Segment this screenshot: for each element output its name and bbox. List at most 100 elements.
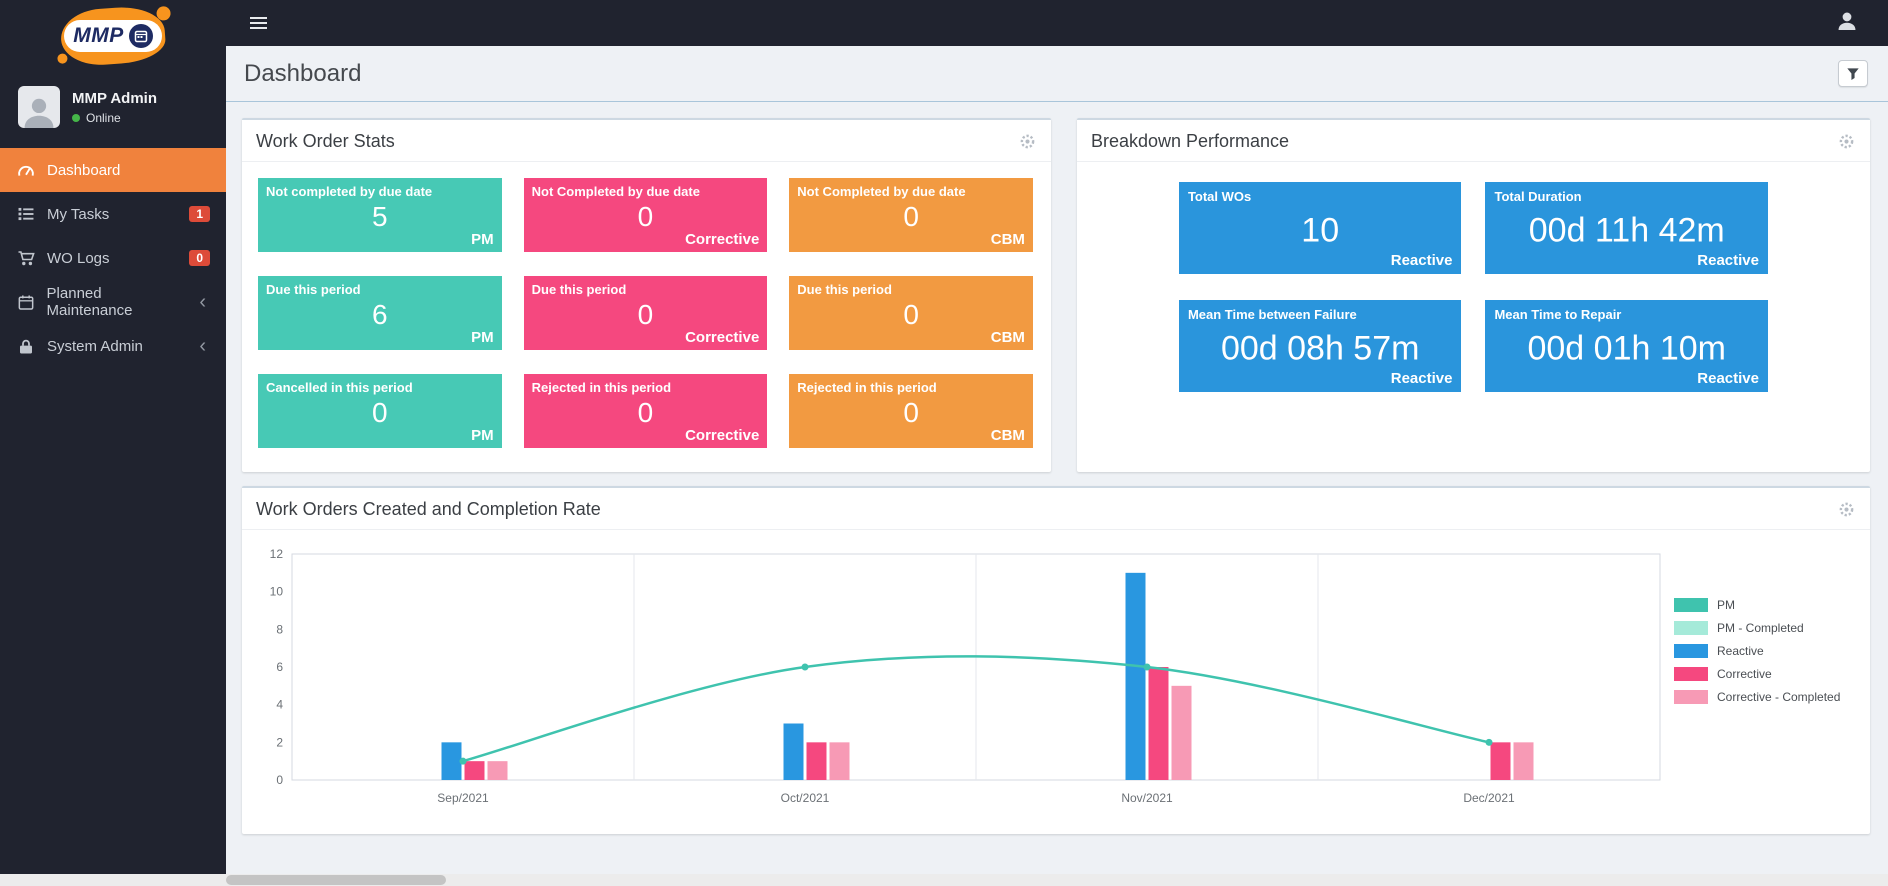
legend-item[interactable]: PM	[1674, 598, 1864, 612]
svg-text:10: 10	[270, 585, 284, 599]
legend-label: Reactive	[1717, 644, 1764, 658]
work-order-stats-panel: Work Order Stats Not completed by due da…	[242, 118, 1051, 472]
stat-box: Cancelled in this period 0 PM	[258, 374, 502, 448]
stat-value: 5	[372, 200, 388, 232]
gear-icon	[1839, 502, 1854, 517]
panel-title: Breakdown Performance	[1090, 131, 1290, 151]
svg-text:Sep/2021: Sep/2021	[437, 791, 489, 805]
sidebar-item-label: WO Logs	[47, 249, 110, 267]
sidebar-item-label: My Tasks	[47, 205, 110, 223]
kpi-label: Total WOs	[1187, 189, 1252, 204]
chevron-left-icon: ‹	[199, 335, 206, 357]
legend-label: Corrective - Completed	[1717, 690, 1841, 704]
stat-tag: Corrective	[685, 427, 760, 444]
scrollbar-thumb[interactable]	[226, 875, 446, 885]
stat-label: Not Completed by due date	[531, 184, 700, 199]
gauge-icon	[16, 163, 36, 178]
hamburger-icon[interactable]	[246, 11, 271, 35]
sidebar-item-my-tasks[interactable]: My Tasks 1	[0, 192, 226, 236]
stat-value: 0	[903, 298, 919, 330]
panel-settings-button[interactable]	[1018, 132, 1037, 151]
app-logo[interactable]: MMP	[0, 0, 226, 72]
svg-text:Nov/2021: Nov/2021	[1121, 791, 1173, 805]
sidebar-item-dashboard[interactable]: Dashboard	[0, 148, 226, 192]
stat-box: Not Completed by due date 0 Corrective	[523, 178, 768, 252]
work-orders-chart-panel: Work Orders Created and Completion Rate …	[242, 486, 1870, 834]
user-menu-button[interactable]	[1828, 6, 1866, 41]
sidebar-item-planned-maintenance[interactable]: Planned Maintenance ‹	[0, 280, 226, 324]
panel-settings-button[interactable]	[1837, 500, 1856, 519]
svg-text:Dec/2021: Dec/2021	[1463, 791, 1515, 805]
page-title: Dashboard	[244, 59, 362, 87]
stat-label: Cancelled in this period	[266, 380, 413, 395]
filter-icon	[1847, 67, 1859, 80]
legend-swatch	[1674, 598, 1708, 612]
chart-legend: PM PM - Completed Reactive Corrective Correc…	[1674, 540, 1864, 826]
page-header: Dashboard	[226, 46, 1888, 102]
kpi-tag: Reactive	[1697, 252, 1759, 269]
stat-box: Due this period 0 CBM	[789, 276, 1033, 350]
legend-item[interactable]: PM - Completed	[1674, 621, 1864, 635]
breakdown-performance-panel: Breakdown Performance Total WOs 10 React…	[1076, 118, 1870, 472]
filter-button[interactable]	[1838, 60, 1868, 87]
kpi-tag: Reactive	[1390, 370, 1453, 387]
chevron-left-icon: ‹	[199, 291, 206, 313]
stat-tag: CBM	[990, 231, 1025, 248]
wo-logs-badge: 0	[189, 250, 210, 266]
legend-item[interactable]: Corrective	[1674, 667, 1864, 681]
sidebar-user-panel: MMP Admin Online	[0, 72, 226, 144]
legend-swatch	[1674, 690, 1708, 704]
kpi-tag: Reactive	[1390, 252, 1453, 269]
online-dot	[72, 113, 80, 122]
stat-value: 0	[637, 200, 654, 232]
stat-tag: PM	[471, 231, 494, 248]
legend-swatch	[1674, 667, 1708, 681]
gear-icon	[1839, 134, 1854, 149]
kpi-tag: Reactive	[1697, 370, 1759, 387]
chart-body: 0 2 4 6 8 10 12 Sep/2021 Oct/2021 Nov/2021 Dec/202…	[242, 530, 1870, 834]
legend-label: Corrective	[1717, 667, 1772, 681]
legend-swatch	[1674, 644, 1708, 658]
tasks-icon	[16, 207, 36, 221]
user-info: MMP Admin Online	[72, 90, 157, 125]
kpi-label: Total Duration	[1494, 189, 1582, 204]
stat-label: Not Completed by due date	[797, 184, 966, 199]
gear-icon	[1020, 134, 1035, 149]
sidebar-menu: Dashboard My Tasks 1	[0, 148, 226, 368]
sidebar-item-wo-logs[interactable]: WO Logs 0	[0, 236, 226, 280]
legend-item[interactable]: Corrective - Completed	[1674, 690, 1864, 704]
kpi-value: 00d 01h 10m	[1527, 329, 1726, 368]
stat-box: Due this period 6 PM	[258, 276, 502, 350]
stat-value: 0	[637, 396, 654, 428]
user-status-label: Online	[86, 110, 121, 125]
kpi-value: 00d 08h 57m	[1220, 329, 1420, 368]
horizontal-scrollbar[interactable]	[0, 874, 1888, 886]
stat-box: Due this period 0 Corrective	[523, 276, 768, 350]
svg-text:4: 4	[276, 698, 283, 712]
calendar-icon	[16, 294, 36, 310]
user-name: MMP Admin	[72, 89, 157, 107]
panel-header: Work Order Stats	[242, 120, 1051, 162]
main-content: Dashboard Work Order Stats	[226, 46, 1888, 886]
legend-item[interactable]: Reactive	[1674, 644, 1864, 658]
legend-label: PM	[1717, 598, 1735, 612]
stat-label: Due this period	[797, 282, 892, 297]
logo-text: MMP	[73, 24, 124, 47]
stat-tag: Corrective	[685, 329, 760, 346]
work-orders-chart: 0 2 4 6 8 10 12 Sep/2021 Oct/2021 Nov/2021 Dec/202…	[270, 547, 1661, 805]
breakdown-performance-grid: Total WOs 10 Reactive Total Duration 00d…	[1077, 162, 1870, 412]
sidebar-item-label: Dashboard	[47, 161, 121, 179]
stat-tag: CBM	[990, 329, 1025, 346]
lock-icon	[16, 339, 36, 354]
stat-label: Rejected in this period	[531, 380, 672, 395]
stat-value: 0	[903, 396, 919, 428]
user-status: Online	[72, 111, 157, 125]
panel-settings-button[interactable]	[1837, 132, 1856, 151]
stat-tag: PM	[471, 329, 494, 346]
stat-value: 0	[903, 200, 919, 232]
stat-box: Rejected in this period 0 CBM	[789, 374, 1033, 448]
my-tasks-badge: 1	[189, 206, 210, 222]
sidebar-item-system-admin[interactable]: System Admin ‹	[0, 324, 226, 368]
kpi-value: 00d 11h 42m	[1528, 211, 1725, 250]
